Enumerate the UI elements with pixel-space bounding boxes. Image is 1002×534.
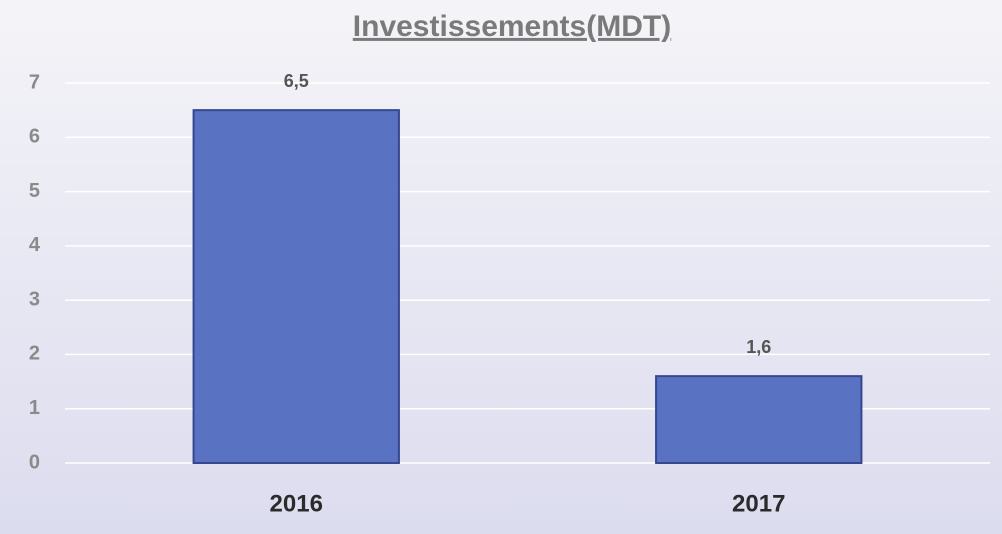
y-tick-label: 1 [29,397,40,419]
bar [192,109,400,465]
y-tick-label: 3 [29,288,40,310]
y-tick-label: 0 [29,451,40,473]
x-tick-label: 2017 [732,490,785,517]
data-label: 1,6 [746,337,771,357]
y-tick-label: 6 [29,126,40,148]
data-label: 6,5 [284,71,309,91]
bar [655,375,863,464]
y-tick-label: 2 [29,343,40,365]
y-tick-label: 4 [29,234,41,256]
y-tick-label: 5 [29,180,40,202]
chart-title: Investissements(MDT) [353,10,671,43]
x-tick-label: 2016 [270,490,323,517]
y-tick-label: 7 [29,71,40,93]
